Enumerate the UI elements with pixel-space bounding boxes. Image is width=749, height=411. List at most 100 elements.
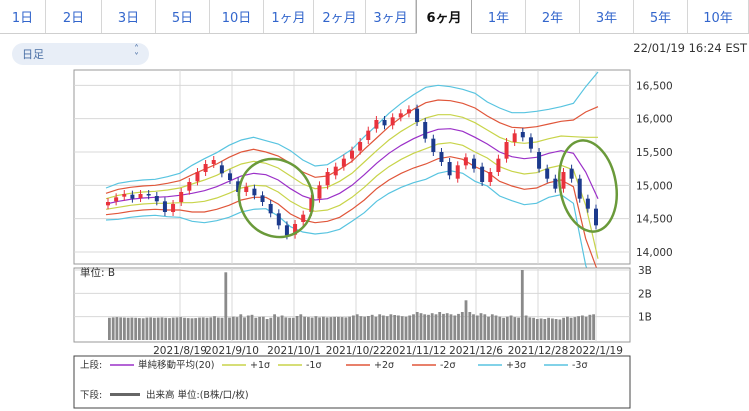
volume-bar: [415, 312, 419, 340]
tab-1-day[interactable]: 1日: [0, 0, 46, 33]
candle-body: [415, 108, 420, 122]
candle-body: [244, 186, 249, 192]
candles: [106, 104, 598, 240]
x-tick-label: 2021/10/1: [267, 345, 321, 357]
volume-bar: [235, 317, 239, 340]
tab-6-month[interactable]: 6ヶ月: [416, 0, 472, 34]
candle-body: [228, 173, 232, 180]
volume-bar: [307, 317, 310, 340]
x-tick-label: 2021/12/6: [449, 345, 503, 357]
tab-3-day[interactable]: 3日: [102, 0, 156, 33]
candle-body: [309, 198, 314, 212]
volume-bar: [427, 314, 430, 340]
x-tick-label: 2021/12/28: [508, 345, 569, 357]
tab-10-day[interactable]: 10日: [210, 0, 264, 33]
volume-bar: [108, 317, 111, 340]
volume-bar: [577, 316, 580, 340]
chevron-up-down-icon: ˄ ˅: [134, 44, 139, 63]
candle-body: [138, 194, 143, 198]
volume-bar: [554, 319, 558, 340]
volume-bar: [310, 317, 314, 340]
tab-5-day[interactable]: 5日: [156, 0, 210, 33]
volume-bar: [168, 318, 171, 340]
volume-bar: [295, 316, 299, 340]
x-tick-label: 2021/9/10: [205, 345, 259, 357]
volume-bar: [288, 317, 291, 340]
volume-bar: [445, 313, 449, 340]
candle-body: [463, 157, 468, 166]
x-tick-label: 2022/1/19: [569, 345, 623, 357]
volume-bar: [412, 314, 415, 340]
x-tick-label: 2021/10/22: [326, 345, 387, 357]
candle-body: [390, 117, 395, 126]
volume-bar: [535, 319, 539, 340]
volume-bar: [149, 317, 153, 340]
volume-bar: [280, 315, 284, 340]
band-line-6: [105, 170, 599, 299]
volume-bar: [569, 317, 573, 340]
tab-3-year[interactable]: 3年: [580, 0, 634, 33]
volume-bar: [261, 316, 265, 340]
volume-bar: [231, 316, 235, 340]
interval-select[interactable]: 日足 ˄ ˅: [12, 43, 149, 65]
volume-bar: [194, 318, 198, 340]
volume-bar: [551, 318, 554, 340]
price-tick-label: 16,500: [636, 80, 673, 92]
volume-bar: [175, 317, 179, 340]
range-tab-bar: 1日 2日 3日 5日 10日 1ヶ月 2ヶ月 3ヶ月 6ヶ月 1年 2年 3年…: [0, 0, 749, 34]
volume-bar: [318, 317, 321, 340]
volume-bar: [273, 314, 276, 340]
candle-body: [317, 185, 322, 199]
volume-bar: [337, 316, 340, 340]
tab-1-month[interactable]: 1ヶ月: [264, 0, 314, 33]
volume-bar: [299, 314, 303, 340]
volume-bar: [322, 316, 325, 340]
price-tick-label: 14,000: [636, 247, 673, 259]
volume-bar: [145, 317, 149, 340]
volume-bar: [333, 316, 336, 340]
price-tick-label: 16,000: [636, 114, 673, 126]
x-tick-label: 2021/8/19: [153, 345, 207, 357]
volume-tick-label: 3B: [638, 265, 652, 277]
volume-bar: [562, 317, 565, 340]
candle-body: [569, 168, 574, 179]
volume-bar: [348, 316, 351, 340]
legend-item-label: -2σ: [440, 360, 456, 371]
timestamp: 22/01/19 16:24 EST: [633, 41, 747, 55]
band-line-4: [105, 156, 599, 273]
volume-bar: [434, 314, 438, 340]
volume-bar: [382, 315, 385, 340]
candle-body: [284, 225, 289, 236]
volume-bar: [374, 316, 378, 340]
volume-bar: [442, 313, 445, 340]
volume-bar: [367, 316, 370, 340]
volume-bar: [213, 316, 216, 340]
price-tick-label: 14,500: [636, 214, 673, 226]
volume-bars: [108, 270, 595, 340]
tab-2-year[interactable]: 2年: [526, 0, 580, 33]
tab-5-year[interactable]: 5年: [634, 0, 688, 33]
volume-bar: [543, 319, 547, 340]
legend-item-label: +1σ: [250, 360, 270, 371]
volume-bar: [573, 317, 577, 340]
volume-tick-label: 1B: [638, 312, 652, 324]
candle-body: [130, 194, 135, 199]
x-tick-label: 2021/11/12: [386, 345, 447, 357]
volume-bar: [460, 312, 464, 340]
tab-3-month[interactable]: 3ヶ月: [366, 0, 416, 33]
candle-body: [179, 192, 184, 202]
volume-bar: [588, 314, 592, 340]
tab-2-day[interactable]: 2日: [46, 0, 102, 33]
candle-body: [171, 204, 176, 212]
candle-body: [195, 172, 200, 182]
volume-bar: [220, 317, 224, 340]
legend-item-label: 単純移動平均(20): [138, 359, 215, 371]
volume-bar: [468, 312, 472, 340]
volume-bar: [479, 313, 483, 340]
tab-2-month[interactable]: 2ヶ月: [314, 0, 366, 33]
volume-bar: [265, 319, 269, 340]
volume-bar: [198, 317, 201, 340]
tab-1-year[interactable]: 1年: [472, 0, 526, 33]
volume-bar: [344, 317, 348, 340]
